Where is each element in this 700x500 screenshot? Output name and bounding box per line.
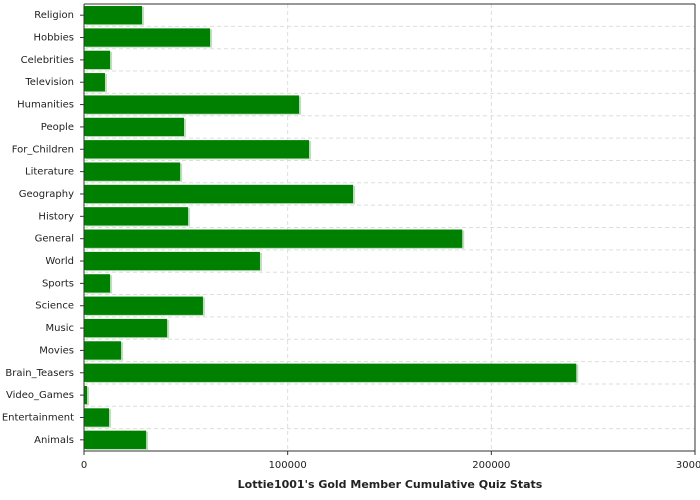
bar [84,6,143,25]
y-tick-label: People [41,122,74,133]
bar [84,50,111,70]
bar [84,385,88,405]
bar [84,162,181,181]
bar [84,341,122,360]
bar [84,207,189,226]
y-tick-label: General [35,234,74,245]
y-tick-label: World [45,256,74,267]
x-tick-label: 200000 [472,460,510,471]
chart-title: Lottie1001's Gold Member Cumulative Quiz… [238,478,543,491]
bar [84,363,577,382]
y-tick-label: Music [46,323,74,334]
y-tick-label: Geography [19,189,74,200]
bar [84,274,111,293]
y-tick-label: For_Children [12,144,74,155]
y-tick-label: Hobbies [34,33,74,44]
y-tick-label: Science [35,301,74,312]
y-tick-label: Television [24,77,74,88]
y-tick-label: Religion [34,10,74,21]
y-tick-label: Animals [34,435,74,446]
bar [84,73,105,92]
bar [84,296,203,315]
y-tick-label: Humanities [17,100,74,111]
bar [84,430,147,449]
x-tick-label: 0 [81,460,87,471]
bar [84,251,260,271]
y-tick-label: Celebrities [21,55,74,66]
y-tick-label: Entertainment [2,412,74,423]
bar [84,184,354,204]
y-tick-label: Movies [39,345,74,356]
y-tick-label: Brain_Teasers [5,368,74,379]
bar [84,95,300,114]
y-tick-label: Sports [42,278,74,289]
x-tick-label: 300000 [676,460,700,471]
bar [84,140,310,159]
y-tick-label: Literature [25,167,74,178]
bar [84,117,185,137]
y-tick-label: Video_Games [6,390,74,401]
bar [84,28,211,47]
bar-shadow [86,386,90,406]
y-tick-label: History [38,211,74,222]
bar [84,318,168,338]
bar [84,408,110,427]
x-tick-label: 100000 [269,460,307,471]
bar [84,229,463,248]
